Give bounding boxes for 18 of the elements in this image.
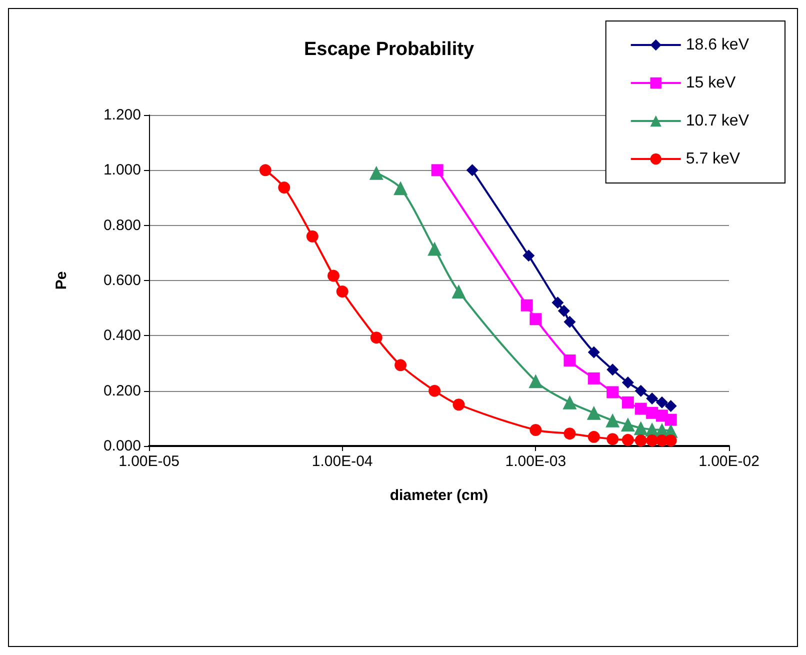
legend-label: 10.7 keV (686, 112, 750, 130)
y-tick-label: 1.000 (103, 162, 141, 179)
y-tick-label: 0.600 (103, 272, 141, 289)
legend-label: 15 keV (686, 74, 736, 92)
chart-title: Escape Probability (304, 39, 474, 60)
legend-label: 5.7 keV (686, 150, 740, 168)
legend-label: 18.6 keV (686, 36, 750, 54)
y-tick-label: 0.000 (103, 438, 141, 454)
x-tick-label: 1.00E-03 (505, 453, 566, 470)
x-tick-label: 1.00E-04 (312, 453, 373, 470)
y-tick-label: 0.200 (103, 382, 141, 400)
y-tick-label: 0.800 (103, 216, 141, 234)
y-tick-label: 0.400 (103, 327, 141, 344)
x-tick-label: 1.00E-02 (698, 453, 760, 470)
y-tick-label: 1.200 (103, 106, 141, 124)
x-tick-label: 1.00E-05 (118, 453, 180, 470)
x-axis-title: diameter (cm) (390, 487, 488, 504)
y-axis-title: Pe (53, 271, 70, 290)
